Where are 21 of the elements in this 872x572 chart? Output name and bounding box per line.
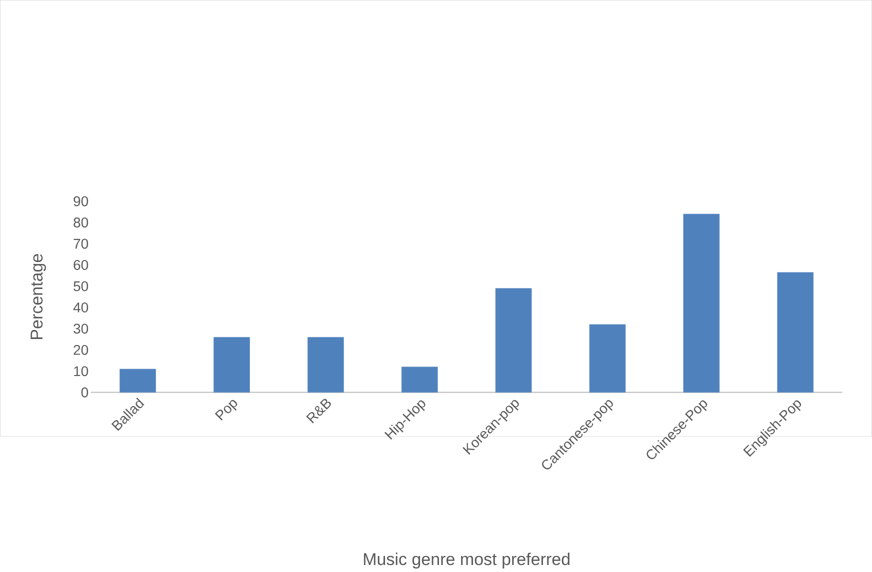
y-tick-label: 50 — [74, 281, 88, 292]
bar — [589, 324, 626, 393]
x-tick-label: Pop — [214, 400, 238, 421]
y-tick-label: 40 — [73, 302, 88, 312]
y-tick-label: 70 — [74, 238, 88, 249]
bar — [495, 288, 532, 393]
y-tick-label: 80 — [74, 218, 88, 228]
bar — [777, 272, 814, 393]
y-tick-label: 20 — [74, 345, 88, 355]
bar — [120, 368, 156, 393]
bar — [683, 214, 720, 393]
x-axis-title: Music genre most preferred — [364, 552, 570, 569]
y-tick-label: 0 — [81, 387, 88, 398]
y-axis-title: Percentage — [30, 254, 46, 340]
y-tick-label: 10 — [74, 366, 88, 376]
bar — [214, 337, 250, 393]
bar — [401, 366, 438, 393]
y-tick-label: 60 — [74, 260, 88, 270]
y-tick-label: 90 — [74, 196, 88, 206]
bar — [307, 337, 344, 393]
y-tick-label: 30 — [74, 324, 88, 334]
